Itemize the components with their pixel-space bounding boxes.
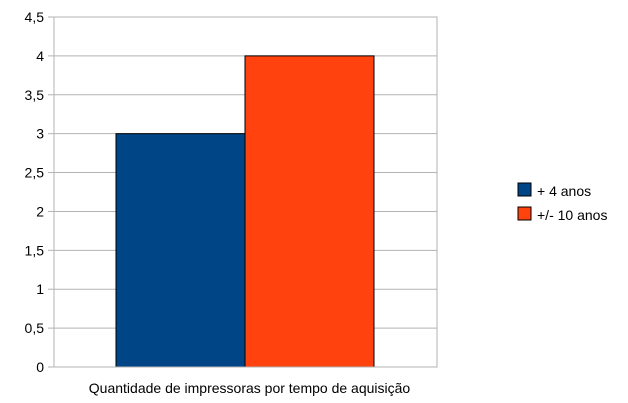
- y-tick-label: 2,5: [25, 165, 45, 181]
- x-axis-category-labels: Quantidade de impressoras por tempo de a…: [89, 380, 411, 396]
- legend-label: + 4 anos: [537, 183, 591, 199]
- y-tick-label: 0,5: [25, 320, 45, 336]
- legend: + 4 anos +/- 10 anos: [517, 182, 607, 223]
- bars: [115, 55, 375, 368]
- y-axis-tick-labels: 0 0,5 1 1,5 2 2,5 3 3,5 4 4,5: [25, 9, 45, 375]
- y-tick-label: 4,5: [25, 9, 45, 25]
- legend-swatch: [517, 182, 532, 197]
- y-tick-label: 1: [36, 281, 44, 297]
- y-tick-label: 1,5: [25, 242, 45, 258]
- legend-label: +/- 10 anos: [537, 207, 607, 223]
- x-category-label: Quantidade de impressoras por tempo de a…: [89, 380, 411, 396]
- y-tick-label: 2: [36, 203, 44, 219]
- bar-plus-minus-10-anos: [244, 55, 375, 368]
- legend-swatch: [517, 206, 532, 221]
- y-tick-label: 3: [36, 126, 44, 142]
- y-tick-label: 4: [36, 48, 44, 64]
- y-tick-label: 3,5: [25, 87, 45, 103]
- y-tick-label: 0: [36, 359, 44, 375]
- bar-plus-4-anos: [115, 133, 246, 368]
- plot-area-border: [53, 16, 438, 368]
